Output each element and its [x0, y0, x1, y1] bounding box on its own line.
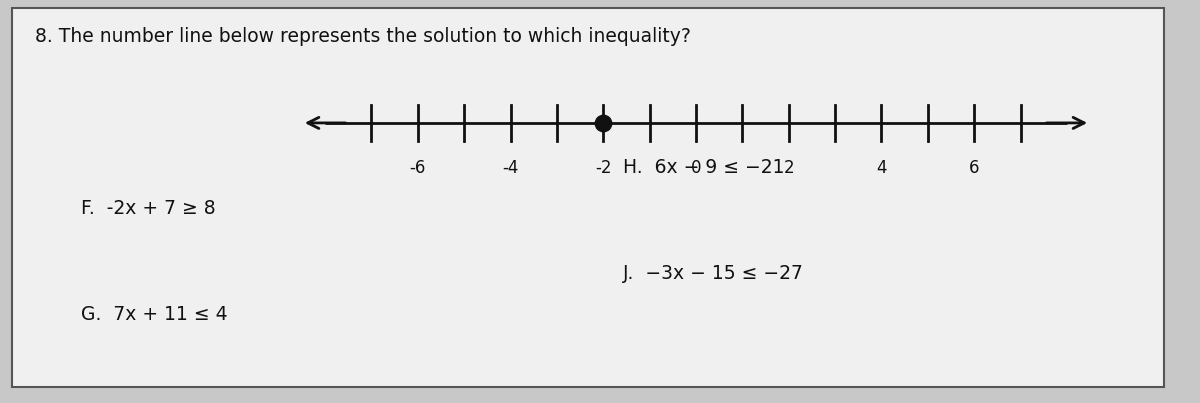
- Text: -6: -6: [409, 159, 426, 177]
- Text: -2: -2: [595, 159, 612, 177]
- Text: H.  6x − 9 ≤ −21: H. 6x − 9 ≤ −21: [623, 158, 784, 177]
- Text: G.  7x + 11 ≤ 4: G. 7x + 11 ≤ 4: [82, 305, 228, 324]
- Text: 2: 2: [784, 159, 794, 177]
- Text: -4: -4: [503, 159, 518, 177]
- FancyBboxPatch shape: [12, 8, 1164, 387]
- Point: [594, 120, 613, 126]
- Text: F.  -2x + 7 ≥ 8: F. -2x + 7 ≥ 8: [82, 199, 216, 218]
- Text: 6: 6: [968, 159, 979, 177]
- Text: 0: 0: [691, 159, 701, 177]
- Text: 8. The number line below represents the solution to which inequality?: 8. The number line below represents the …: [35, 27, 691, 46]
- Text: J.  −3x − 15 ≤ −27: J. −3x − 15 ≤ −27: [623, 264, 804, 283]
- Text: 4: 4: [876, 159, 887, 177]
